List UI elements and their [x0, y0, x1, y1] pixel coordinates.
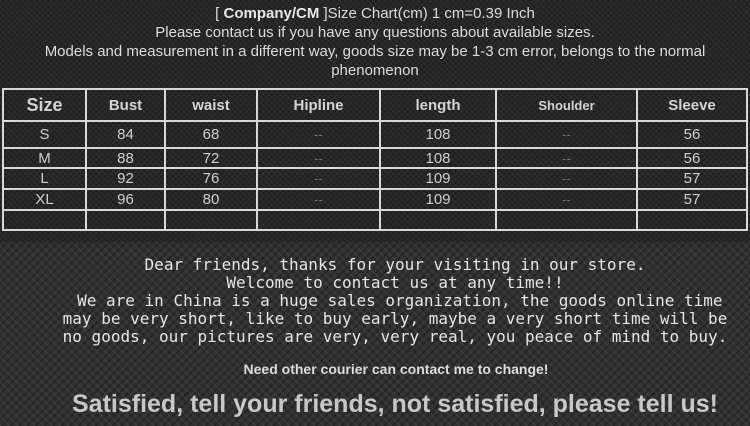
table-cell: 56 [636, 120, 748, 149]
col-shoulder: Shoulder [495, 88, 638, 122]
header-line-2: Please contact us if you have any questi… [155, 24, 595, 41]
table-cell: 108 [379, 147, 497, 169]
table-cell: 109 [379, 188, 497, 211]
table-cell: 72 [164, 147, 258, 169]
message-line: no goods, our pictures are very, very re… [62, 327, 728, 346]
col-bust: Bust [85, 88, 166, 122]
table-cell: L [2, 167, 87, 190]
table-row: M 88 72 -- 108 -- 56 [2, 147, 748, 169]
table-row [2, 209, 748, 231]
size-chart-header: [ Company/CM ]Size Chart(cm) 1 cm=0.39 I… [0, 4, 750, 80]
col-sleeve: Sleeve [636, 88, 748, 122]
header-title: [ Company/CM ]Size Chart(cm) 1 cm=0.39 I… [0, 4, 750, 23]
table-row: L 92 76 -- 109 -- 57 [2, 167, 748, 190]
table-cell: -- [256, 167, 381, 190]
table-cell [379, 209, 497, 231]
table-cell [636, 209, 748, 231]
table-cell: S [2, 120, 87, 149]
col-length: length [379, 88, 497, 122]
table-cell: XL [2, 188, 87, 211]
title-rest: ]Size Chart(cm) 1 cm=0.39 Inch [319, 5, 535, 22]
col-waist: waist [164, 88, 258, 122]
table-cell: 57 [636, 167, 748, 190]
message-panel [0, 242, 750, 426]
table-cell: 57 [636, 188, 748, 211]
table-cell: M [2, 147, 87, 169]
table-row: S 84 68 -- 108 -- 56 [2, 120, 748, 149]
satisfied-slogan: Satisfied, tell your friends, not satisf… [72, 390, 718, 418]
table-cell: 109 [379, 167, 497, 190]
table-cell: -- [495, 147, 638, 169]
table-header-row: Size Bust waist Hipline length Shoulder … [2, 88, 748, 122]
table-cell: -- [495, 120, 638, 149]
table-cell: 68 [164, 120, 258, 149]
header-line-3: Models and measurement in a different wa… [44, 43, 706, 79]
message-line: may be very short, like to buy early, ma… [62, 309, 728, 328]
table-cell: -- [256, 147, 381, 169]
table-cell: -- [256, 120, 381, 149]
bracket: [ [215, 5, 224, 22]
table-cell: -- [495, 167, 638, 190]
table-cell: 96 [85, 188, 166, 211]
courier-note: Need other courier can contact me to cha… [243, 361, 549, 377]
message-line: Welcome to contact us at any time!! [226, 273, 564, 292]
table-row: XL 96 80 -- 109 -- 57 [2, 188, 748, 211]
table-cell: 92 [85, 167, 166, 190]
table-cell [256, 209, 381, 231]
col-size: Size [2, 88, 87, 122]
table-cell: 56 [636, 147, 748, 169]
table-cell [2, 209, 87, 231]
table-cell [495, 209, 638, 231]
table-cell: 76 [164, 167, 258, 190]
table-cell: -- [495, 188, 638, 211]
company-name: Company/CM [223, 5, 320, 22]
table-cell: 108 [379, 120, 497, 149]
message-line: We are in China is a huge sales organiza… [67, 291, 723, 310]
message-line: Dear friends, thanks for your visiting i… [144, 255, 646, 274]
table-cell: -- [256, 188, 381, 211]
table-cell [85, 209, 166, 231]
message-text: Dear friends, thanks for your visiting i… [0, 256, 750, 346]
size-table: Size Bust waist Hipline length Shoulder … [2, 88, 748, 231]
col-hipline: Hipline [256, 88, 381, 122]
table-cell: 80 [164, 188, 258, 211]
table-cell: 88 [85, 147, 166, 169]
table-cell [164, 209, 258, 231]
table-cell: 84 [85, 120, 166, 149]
